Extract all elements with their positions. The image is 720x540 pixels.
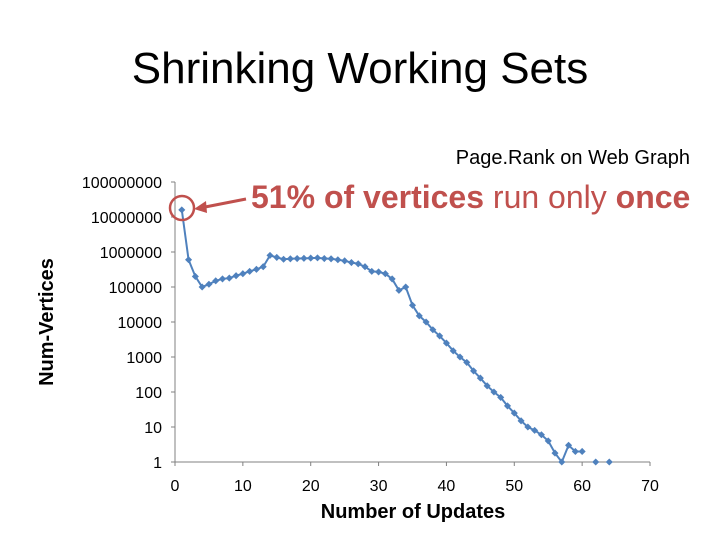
- data-point: [503, 402, 512, 410]
- data-point: [225, 274, 233, 282]
- chart-title: Page.Rank on Web Graph: [456, 147, 690, 169]
- data-point: [592, 458, 600, 466]
- data-point: [388, 275, 396, 283]
- data-point: [531, 426, 539, 434]
- data-point: [252, 265, 260, 273]
- y-tick-label: 100000: [109, 280, 162, 297]
- annotation-text-bold: 51% of vertices: [251, 179, 484, 215]
- series-group: [178, 206, 613, 466]
- y-tick-labels: 1 10 100 1000 10000 100000 1000000 10000000 1000…: [82, 175, 175, 472]
- data-point: [605, 458, 613, 466]
- y-tick-label: 10: [144, 420, 162, 437]
- data-point: [191, 272, 199, 280]
- annotation-circle: [168, 194, 196, 222]
- data-point: [544, 437, 552, 445]
- annotation-text: 51% of vertices run only once: [251, 179, 690, 215]
- x-tick-label: 40: [438, 478, 456, 495]
- data-point: [456, 353, 464, 361]
- data-point: [266, 251, 274, 259]
- data-point: [273, 253, 281, 261]
- data-point: [313, 254, 322, 262]
- data-point: [381, 270, 389, 278]
- y-tick-label: 1000000: [100, 245, 162, 262]
- data-point: [286, 255, 294, 263]
- data-point: [490, 388, 498, 396]
- data-point: [408, 301, 417, 309]
- data-point: [483, 382, 491, 390]
- data-point: [415, 312, 423, 320]
- data-point: [300, 254, 308, 262]
- data-point: [212, 277, 220, 285]
- x-tick-label: 60: [573, 478, 591, 495]
- data-point: [497, 393, 505, 401]
- y-tick-label: 100000000: [82, 175, 162, 192]
- x-tick-label: 10: [234, 478, 252, 495]
- data-point: [320, 255, 328, 263]
- data-point: [470, 367, 478, 375]
- data-point: [334, 256, 342, 264]
- y-tick-label: 10000: [118, 315, 163, 332]
- data-point: [537, 431, 545, 439]
- y-axis-title: Num-Vertices: [36, 258, 58, 386]
- data-point: [198, 283, 206, 291]
- annotation-text-bold-2: once: [616, 179, 691, 215]
- data-point: [449, 347, 457, 355]
- x-axis-title: Number of Updates: [321, 501, 505, 523]
- chart-axes: [174, 182, 650, 463]
- data-point: [565, 441, 573, 449]
- data-point: [368, 267, 376, 275]
- data-point: [232, 272, 240, 280]
- data-point: [280, 255, 288, 263]
- data-point: [354, 260, 362, 268]
- data-point: [218, 275, 227, 283]
- data-point: [246, 267, 254, 275]
- data-point: [205, 280, 213, 288]
- data-point: [239, 270, 247, 278]
- y-tick-label: 1000: [126, 350, 162, 367]
- data-point: [259, 263, 267, 271]
- annotation-text-normal: run only: [484, 179, 616, 215]
- slide-title: Shrinking Working Sets: [131, 44, 589, 93]
- data-point: [293, 255, 301, 263]
- annotation-arrow-head: [194, 201, 207, 213]
- data-point: [463, 358, 471, 366]
- data-point: [395, 286, 403, 294]
- data-point: [510, 409, 518, 417]
- data-point: [422, 318, 430, 326]
- data-point: [517, 417, 525, 425]
- x-tick-label: 20: [302, 478, 320, 495]
- data-point: [185, 256, 193, 264]
- data-point: [361, 263, 369, 271]
- data-point: [558, 458, 566, 466]
- data-point: [375, 268, 383, 276]
- data-point: [429, 326, 437, 334]
- data-point: [578, 447, 586, 455]
- data-point: [436, 332, 444, 340]
- data-point: [476, 374, 484, 382]
- x-tick-label: 0: [171, 478, 180, 495]
- data-point: [307, 254, 315, 262]
- data-point: [402, 283, 410, 291]
- data-point: [571, 447, 579, 455]
- data-point: [178, 206, 186, 214]
- y-tick-label: 10000000: [91, 210, 162, 227]
- data-point: [347, 259, 355, 267]
- data-point: [442, 339, 450, 347]
- x-tick-label: 50: [505, 478, 523, 495]
- y-tick-label: 100: [135, 385, 162, 402]
- y-tick-label: 1: [153, 455, 162, 472]
- data-point: [551, 449, 559, 457]
- annotation-arrow-line: [199, 197, 247, 210]
- data-point: [524, 423, 532, 431]
- series-line: [180, 209, 583, 465]
- data-point: [341, 257, 349, 265]
- data-point: [327, 255, 335, 263]
- x-tick-labels: 0 10 20 30 40 50 60 70: [171, 462, 659, 495]
- x-tick-label: 70: [641, 478, 659, 495]
- x-tick-label: 30: [370, 478, 388, 495]
